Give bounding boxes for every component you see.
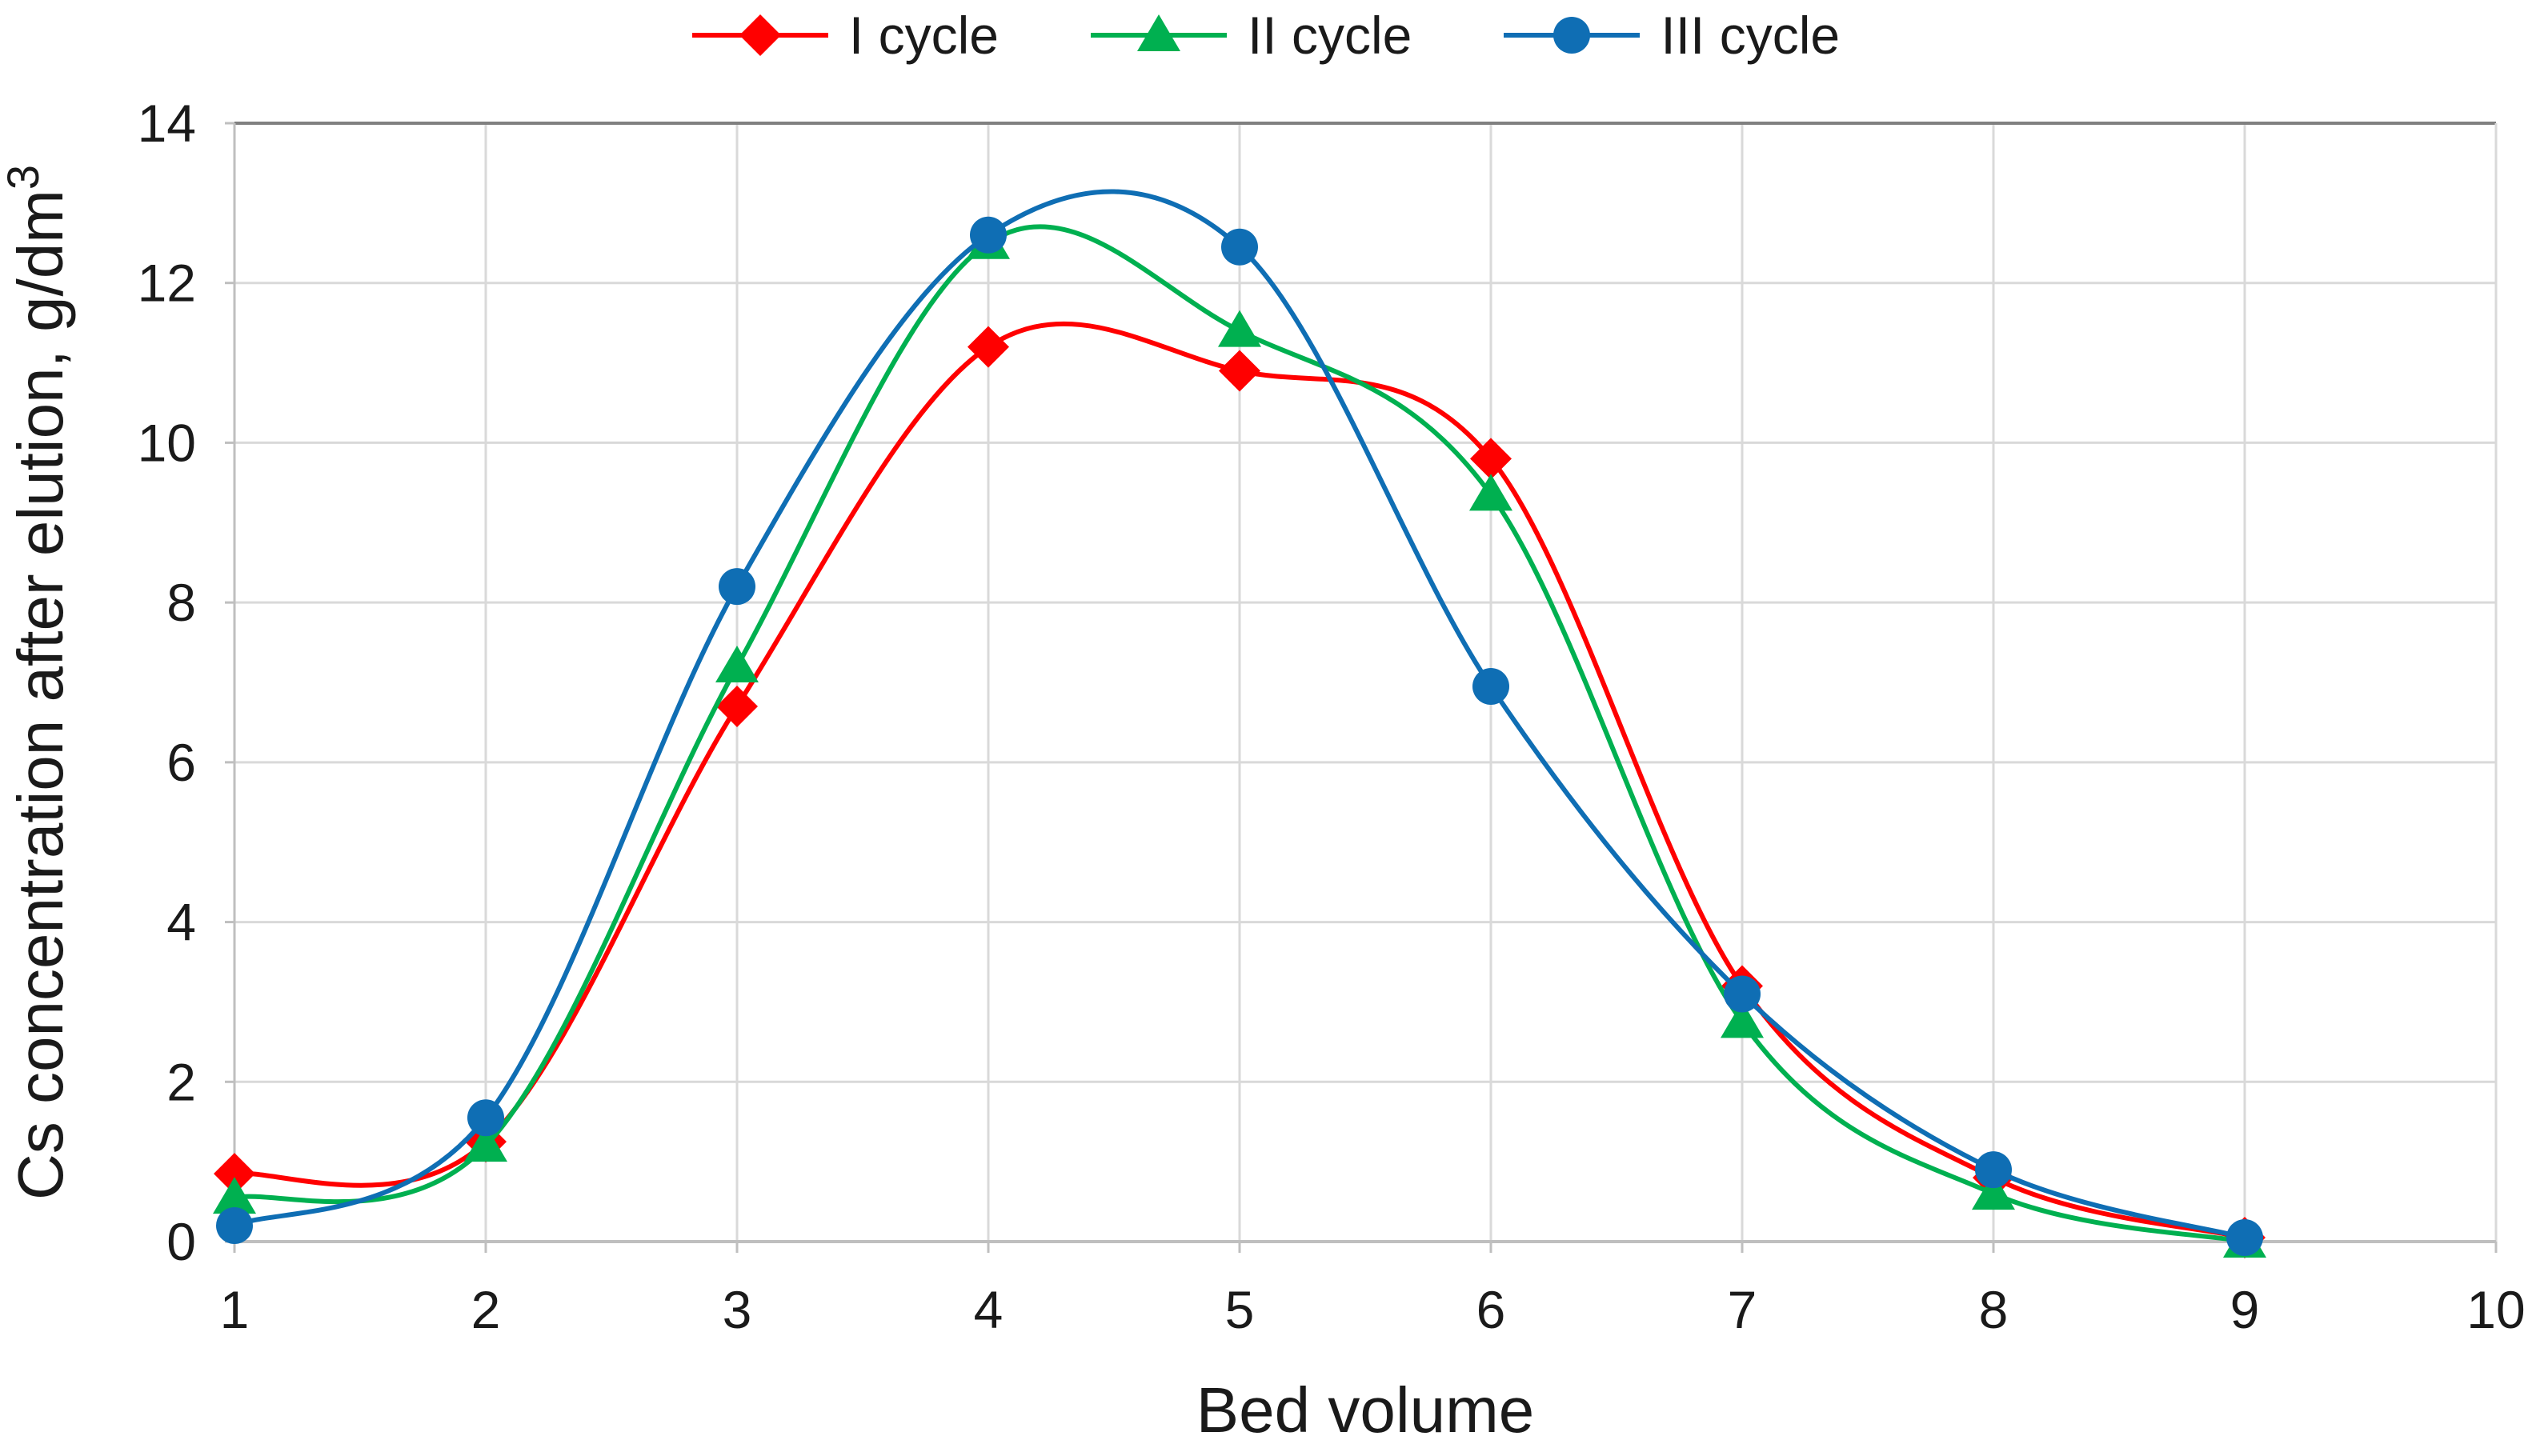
marker-circle [1975,1151,2012,1189]
marker-diamond [716,685,758,727]
marker-circle [216,1207,253,1245]
marker-circle [2226,1219,2263,1257]
y-tick-label: 12 [138,254,196,313]
marker-triangle [1469,474,1512,511]
x-tick-label: 4 [974,1280,1004,1339]
marker-circle [1724,975,1761,1013]
x-axis-title: Bed volume [1196,1374,1534,1446]
y-tick-label: 2 [166,1052,196,1111]
x-tick-label: 10 [2466,1280,2525,1339]
marker-diamond [1470,438,1512,480]
marker-circle [1221,228,1258,266]
y-axis-title-superscript: 3 [0,165,48,190]
legend: I cycle II cycle III cycle [0,3,2532,67]
y-tick-label: 14 [138,94,196,153]
marker-triangle [1721,1001,1764,1038]
legend-marker-diamond-icon [691,14,828,56]
y-tick-label: 4 [166,893,196,952]
x-tick-label: 9 [2230,1280,2260,1339]
legend-item-ii-cycle: II cycle [1090,3,1412,67]
series-iii-cycle [216,189,2263,1257]
marker-circle [467,1099,504,1137]
legend-item-iii-cycle: III cycle [1504,3,1840,67]
y-tick-label: 0 [166,1212,196,1271]
x-tick-label: 6 [1476,1280,1506,1339]
marker-circle [970,216,1007,254]
legend-label: III cycle [1661,6,1841,65]
marker-diamond [1219,350,1260,392]
y-tick-label: 10 [138,413,196,472]
legend-item-i-cycle: I cycle [691,3,999,67]
x-tick-label: 1 [220,1280,250,1339]
y-axis-title: Cs concentration after elution, g/dm3 [0,165,76,1200]
series-ii-cycle [213,222,2266,1258]
x-tick-label: 7 [1728,1280,1757,1339]
y-tick-label: 8 [166,573,196,632]
x-tick-label: 8 [1979,1280,2009,1339]
legend-marker-circle-icon [1504,17,1641,54]
series-layer [213,189,2266,1259]
gridlines [234,122,2496,1242]
marker-triangle [715,646,759,683]
series-line-ii-cycle [234,224,2246,1244]
axes [225,122,2498,1253]
marker-triangle [1218,310,1261,347]
legend-label: II cycle [1247,6,1412,65]
y-tick-label: 6 [166,733,196,792]
marker-triangle [213,1177,256,1214]
marker-diamond [968,326,1009,368]
marker-circle [1472,667,1509,705]
marker-circle [719,568,755,606]
legend-marker-triangle-icon [1090,14,1227,51]
legend-label: I cycle [848,6,999,65]
marker-triangle [464,1125,507,1162]
y-axis-title-main: Cs concentration after elution, g/dm [5,190,76,1200]
marker-triangle [1972,1173,2015,1210]
x-tick-label: 2 [471,1280,501,1339]
marker-diamond [214,1153,255,1195]
x-tick-label: 5 [1225,1280,1255,1339]
x-tick-label: 3 [723,1280,752,1339]
